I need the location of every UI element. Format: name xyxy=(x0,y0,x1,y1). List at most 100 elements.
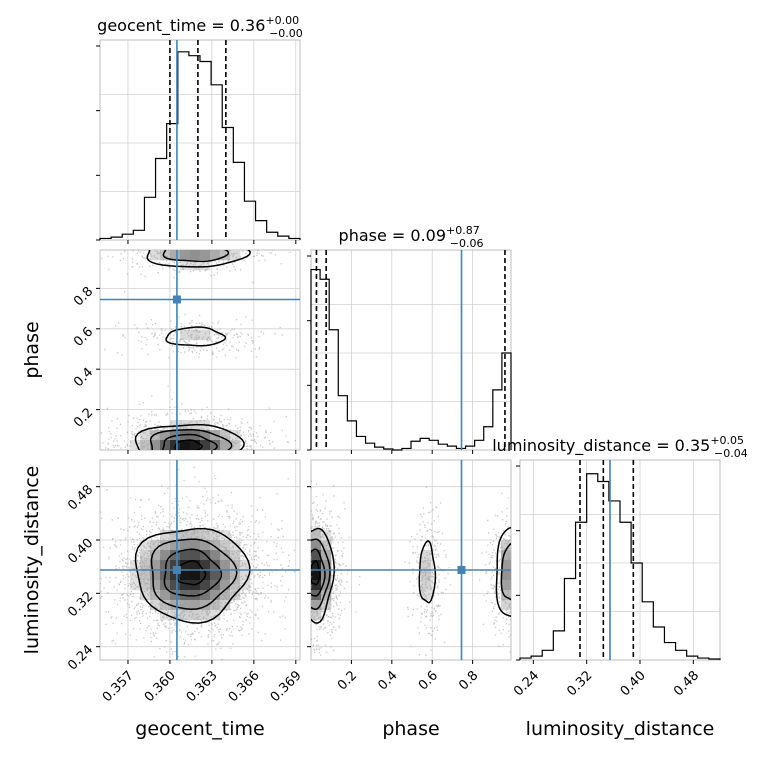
contour-line xyxy=(165,326,227,347)
scatter-panel-geocent_time-phase xyxy=(96,249,301,454)
density-cell xyxy=(311,610,322,621)
density-cell xyxy=(150,600,161,611)
contour-line xyxy=(134,527,251,624)
density-cell xyxy=(180,440,191,450)
contour-line xyxy=(311,559,321,586)
density-cell xyxy=(200,590,211,601)
density-cell xyxy=(180,570,191,581)
density-cell xyxy=(160,540,171,551)
density-cell xyxy=(210,250,221,261)
title-plus: +0.05 xyxy=(710,434,744,447)
density-cell xyxy=(220,440,231,450)
y-axis-label-phase: phase xyxy=(21,321,43,378)
density-cell xyxy=(240,560,251,571)
density-cell xyxy=(240,580,251,591)
density-cell xyxy=(501,600,511,611)
density-cell xyxy=(140,560,151,571)
density-cell xyxy=(501,550,511,561)
density-cell xyxy=(170,570,181,581)
density-cell xyxy=(190,600,201,611)
panel-frame xyxy=(99,39,301,241)
density-cell xyxy=(170,550,181,561)
contour-line xyxy=(162,250,230,263)
density-cell xyxy=(150,550,161,561)
density-cell xyxy=(210,550,221,561)
contour-line xyxy=(134,423,245,450)
density-cell xyxy=(170,580,181,591)
contour-line xyxy=(163,548,223,597)
density-cell xyxy=(220,590,231,601)
x-tick-label-luminosity_distance: 0.40 xyxy=(618,668,649,699)
density-cell xyxy=(150,540,161,551)
y-tick-label-luminosity_distance: 0.40 xyxy=(65,536,96,567)
density-cell xyxy=(180,550,191,561)
contour-line xyxy=(495,526,511,617)
density-cell xyxy=(130,440,141,450)
density-cell xyxy=(200,330,211,341)
x-tick-label-phase: 0.6 xyxy=(416,668,441,693)
x-tick-label-phase: 0.4 xyxy=(375,668,400,693)
density-cell xyxy=(170,250,181,261)
y-tick-label-phase: 0.6 xyxy=(71,325,96,350)
truth-marker xyxy=(457,566,466,574)
x-tick-label-phase: 0.8 xyxy=(456,668,481,693)
density-cell xyxy=(311,600,322,611)
panel-frame xyxy=(519,459,721,661)
density-cell xyxy=(220,570,231,581)
density-cell xyxy=(321,580,332,591)
contour-line xyxy=(311,548,326,597)
title-main: geocent_time = 0.36 xyxy=(97,16,265,36)
scatter-panel-geocent_time-luminosity_distance xyxy=(96,459,301,664)
density-cell xyxy=(170,530,181,541)
density-cell xyxy=(220,540,231,551)
density-cell xyxy=(160,430,171,441)
hist-panel-geocent_time: geocent_time = 0.36+0.00 −0.00 xyxy=(96,14,303,244)
density-cell xyxy=(210,440,221,450)
y-axis-label-luminosity_distance: luminosity_distance xyxy=(21,466,43,655)
density-cell xyxy=(150,440,161,450)
title-plus: +0.87 xyxy=(446,224,480,237)
contour-line xyxy=(149,428,233,450)
x-tick-label-geocent_time: 0.360 xyxy=(142,668,179,705)
density-cell xyxy=(180,330,191,341)
density-cell xyxy=(160,530,171,541)
density-cell xyxy=(200,580,211,591)
density-cell xyxy=(190,560,201,571)
density-cell xyxy=(501,540,511,551)
panel-frame xyxy=(310,249,512,451)
density-cell xyxy=(180,600,191,611)
histogram-geocent_time xyxy=(99,51,301,240)
density-cell xyxy=(140,440,151,450)
contour-line xyxy=(146,250,252,268)
density-cell xyxy=(190,570,201,581)
title-main: phase = 0.09 xyxy=(339,226,446,245)
density-cell xyxy=(170,540,181,551)
density-cell xyxy=(200,530,211,541)
density-cell xyxy=(190,260,201,271)
density-cell xyxy=(220,580,231,591)
title-minus: −0.04 xyxy=(714,447,748,460)
density-cell xyxy=(160,590,171,601)
density-cell xyxy=(311,560,322,571)
density-cell xyxy=(160,610,171,621)
density-cell xyxy=(190,540,201,551)
density-cell xyxy=(170,610,181,621)
density-cell xyxy=(421,560,432,571)
x-axis-label-luminosity_distance: luminosity_distance xyxy=(526,718,715,740)
x-tick-label-geocent_time: 0.369 xyxy=(268,668,305,705)
density-cell xyxy=(180,540,191,551)
histogram-phase xyxy=(310,268,512,451)
title-plus: +0.00 xyxy=(265,14,299,27)
density-cell xyxy=(150,580,161,591)
density-cell xyxy=(140,570,151,581)
density-cell xyxy=(190,250,201,261)
density-cell xyxy=(421,550,432,561)
density-cell xyxy=(190,330,201,341)
density-cell xyxy=(501,580,511,591)
density-cell xyxy=(230,250,241,261)
y-tick-label-phase: 0.8 xyxy=(71,284,96,309)
density-cell xyxy=(190,610,201,621)
x-axis-label-geocent_time: geocent_time xyxy=(135,718,264,740)
x-tick-label-luminosity_distance: 0.48 xyxy=(671,668,702,699)
x-axis-label-phase: phase xyxy=(382,718,439,740)
